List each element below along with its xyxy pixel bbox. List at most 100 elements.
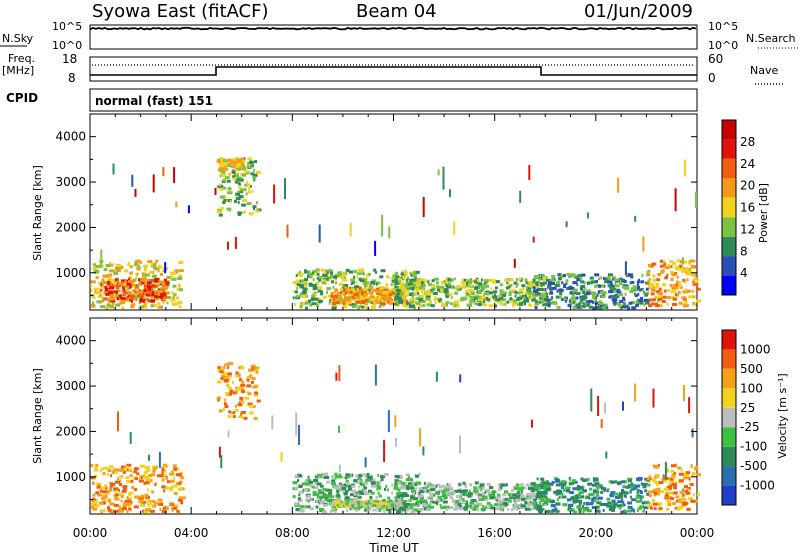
scatter-cell [516, 483, 522, 487]
scatter-cell [469, 295, 475, 299]
scatter-cell [578, 501, 582, 505]
scatter-cell [572, 500, 577, 504]
scatter-cell [146, 285, 152, 289]
scatter-cell [446, 485, 451, 489]
scatter-cell [338, 365, 341, 382]
scatter-cell [579, 503, 582, 507]
scatter-cell [435, 499, 441, 502]
scatter-cell [441, 484, 446, 488]
scatter-cell [643, 506, 649, 510]
scatter-cell [353, 293, 359, 297]
scatter-cell [382, 507, 385, 511]
scatter-cell [247, 190, 251, 194]
scatter-cell [652, 490, 657, 494]
scatter-cell [543, 290, 546, 294]
scatter-cell [443, 505, 447, 509]
scatter-cell [299, 279, 302, 283]
scatter-cell [136, 472, 140, 476]
scatter-cell [127, 297, 130, 301]
scatter-cell [414, 491, 417, 495]
scatter-cell [461, 497, 465, 501]
scatter-cell [519, 483, 524, 487]
scatter-cell [653, 488, 658, 492]
scatter-cell [379, 287, 384, 291]
scatter-cell [333, 298, 338, 302]
scatter-cell [153, 290, 156, 294]
scatter-cell [249, 411, 253, 415]
scatter-cell [449, 506, 452, 510]
scatter-cell [681, 269, 687, 273]
scatter-cell [511, 301, 514, 305]
scatter-cell [305, 498, 310, 502]
time-axis-label: Time UT [368, 541, 419, 554]
scatter-cell [234, 236, 237, 249]
scatter-cell [658, 287, 662, 291]
scatter-cell [539, 296, 544, 300]
scatter-cell [130, 297, 134, 301]
scatter-cell [224, 405, 229, 408]
scatter-cell [679, 285, 683, 289]
scatter-cell [408, 507, 411, 511]
scatter-cell [390, 283, 393, 287]
scatter-cell [444, 495, 447, 498]
scatter-cell [242, 199, 247, 203]
scatter-cell [538, 280, 541, 284]
scatter-cell [419, 490, 425, 493]
scatter-cell [324, 493, 328, 497]
scatter-cell [440, 506, 445, 510]
scatter-cell [220, 455, 223, 469]
scatter-cell [320, 484, 324, 488]
scatter-cell [130, 300, 133, 303]
scatter-cell [318, 491, 324, 495]
scatter-cell [101, 501, 106, 505]
scatter-cell [560, 288, 564, 292]
scatter-cell [630, 485, 635, 489]
scatter-cell [312, 269, 318, 273]
scatter-cell [418, 286, 424, 290]
scatter-cell [530, 482, 536, 486]
scatter-cell [671, 286, 677, 290]
scatter-cell [111, 302, 114, 306]
scatter-cell [353, 497, 359, 501]
scatter-cell [546, 285, 552, 289]
scatter-cell [370, 481, 376, 485]
scatter-cell [393, 295, 396, 299]
scatter-cell [550, 297, 553, 301]
scatter-cell [156, 474, 162, 478]
scatter-cell [317, 495, 322, 499]
scatter-cell [538, 300, 542, 304]
scatter-cell [356, 500, 361, 504]
scatter-cell [128, 497, 133, 501]
scatter-cell [110, 305, 115, 309]
scatter-cell [316, 276, 320, 280]
scatter-cell [112, 493, 115, 497]
scatter-cell [544, 298, 547, 302]
scatter-cell [365, 504, 368, 508]
scatter-cell [98, 501, 104, 505]
scatter-cell [241, 366, 245, 370]
scatter-cell [331, 306, 337, 310]
scatter-cell [597, 484, 603, 488]
scatter-cell [538, 484, 542, 487]
scatter-cell [362, 278, 367, 282]
scatter-cell [364, 287, 367, 291]
scatter-cell [343, 483, 347, 487]
scatter-cell [489, 496, 495, 500]
scatter-cell [220, 157, 224, 161]
scatter-cell [346, 508, 349, 512]
scatter-cell [223, 167, 228, 171]
scatter-cell [566, 272, 571, 276]
scatter-cell [235, 192, 241, 196]
scatter-cell [638, 285, 640, 289]
scatter-cell [324, 279, 327, 283]
scatter-cell [371, 305, 376, 309]
scatter-cell [585, 495, 590, 499]
scatter-cell [332, 502, 335, 506]
scatter-cell [585, 300, 591, 304]
scatter-cell [144, 493, 149, 497]
scatter-cell [415, 301, 421, 305]
scatter-cell [113, 278, 117, 282]
scatter-cell [439, 504, 442, 507]
scatter-cell [457, 502, 462, 506]
